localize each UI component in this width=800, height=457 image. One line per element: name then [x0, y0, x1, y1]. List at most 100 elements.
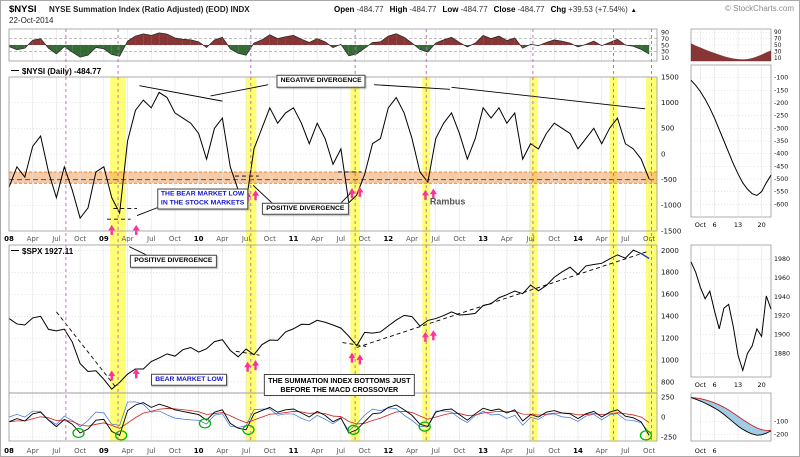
- negative-divergence-label: NEGATIVE DIVERGENCE: [276, 74, 366, 88]
- svg-text:1900: 1900: [774, 332, 790, 339]
- svg-text:Apr: Apr: [27, 235, 39, 243]
- svg-text:Jul: Jul: [146, 447, 156, 455]
- svg-text:Oct: Oct: [359, 447, 371, 455]
- svg-text:Oct: Oct: [359, 235, 371, 243]
- svg-text:Apr: Apr: [27, 447, 39, 455]
- trendline: [252, 184, 275, 206]
- svg-text:-100: -100: [774, 75, 788, 82]
- mini-nysi-line: [690, 79, 772, 197]
- svg-text:Jul: Jul: [241, 447, 251, 455]
- oscillator-fill: [88, 45, 96, 56]
- svg-text:1980: 1980: [774, 256, 790, 263]
- svg-text:90: 90: [774, 30, 782, 36]
- svg-text:Jul: Jul: [241, 235, 251, 243]
- svg-text:Jul: Jul: [336, 235, 346, 243]
- bottom-marker-arrow-icon: [252, 360, 260, 371]
- oscillator-fill: [451, 37, 460, 45]
- oscillator-fill: [285, 35, 294, 45]
- nysi-panel-label-text: $NYSI (Daily) -484.77: [22, 67, 102, 76]
- svg-text:Apr: Apr: [311, 447, 323, 455]
- macd-crossover-circle: [115, 430, 128, 441]
- oscillator-line: [8, 32, 650, 58]
- oscillator-fill: [214, 37, 223, 45]
- svg-text:Apr: Apr: [501, 447, 513, 455]
- bottom-marker-arrow-icon: [421, 331, 429, 342]
- svg-text:Jul: Jul: [336, 447, 346, 455]
- orange-support-zone: [9, 171, 657, 184]
- oscillator-fill: [388, 33, 397, 45]
- trendline: [210, 84, 269, 97]
- macd-crossover-circle: [198, 418, 212, 429]
- mini-spx-line: [690, 261, 772, 373]
- svg-text:-250: -250: [661, 433, 677, 441]
- bottom-marker-arrow-icon: [356, 186, 364, 197]
- svg-text:0: 0: [661, 413, 665, 421]
- svg-text:-1000: -1000: [661, 202, 681, 210]
- bottom-marker-arrow-icon: [348, 352, 356, 363]
- svg-text:Apr: Apr: [596, 447, 608, 455]
- oscillator-fill: [419, 45, 428, 53]
- svg-text:Apr: Apr: [596, 235, 608, 243]
- svg-text:-300: -300: [774, 125, 788, 132]
- spx-panel-label-text: $SPX 1927.11: [22, 247, 74, 256]
- legend-line-icon: [11, 70, 19, 72]
- positive-divergence-label-1: POSITIVE DIVERGENCE: [262, 202, 349, 216]
- trendline: [139, 85, 223, 102]
- macd-crossover-circle: [639, 430, 653, 441]
- quote-close-label: Close: [493, 5, 516, 14]
- macd-crossover-circle: [418, 421, 431, 432]
- svg-text:Apr: Apr: [406, 447, 418, 455]
- svg-text:20: 20: [757, 381, 765, 389]
- bottom-marker-arrow-icon: [244, 361, 252, 372]
- svg-text:Oct: Oct: [74, 235, 86, 243]
- svg-text:-500: -500: [661, 176, 677, 184]
- svg-text:Jul: Jul: [431, 235, 441, 243]
- oscillator-fill: [9, 45, 17, 50]
- oscillator-fill: [32, 38, 41, 45]
- oscillator-fill: [498, 36, 507, 45]
- oscillator-fill: [80, 45, 89, 58]
- svg-text:1200: 1200: [661, 334, 679, 342]
- bottom-marker-arrow-icon: [108, 224, 116, 235]
- oscillator-fill: [404, 37, 413, 45]
- spx-line: [8, 249, 650, 390]
- svg-text:Oct: Oct: [453, 235, 465, 243]
- bottom-marker-arrow-icon: [108, 370, 116, 381]
- svg-text:1960: 1960: [774, 275, 790, 282]
- svg-text:6: 6: [712, 381, 716, 389]
- svg-text:20: 20: [757, 221, 765, 229]
- chart-date: 22-Oct-2014: [9, 16, 54, 25]
- chart-symbol: $NYSI: [9, 4, 37, 15]
- positive-divergence-label-2: POSITIVE DIVERGENCE: [130, 255, 217, 268]
- quote-high-value: -484.77: [409, 5, 437, 14]
- macd-crossover-circle: [72, 427, 85, 439]
- svg-text:1880: 1880: [774, 350, 790, 357]
- oscillator-fill: [277, 36, 286, 45]
- svg-text:Apr: Apr: [406, 235, 418, 243]
- trendline: [136, 205, 161, 217]
- bottom-marker-arrow-icon: [356, 354, 364, 365]
- svg-text:90: 90: [661, 30, 669, 37]
- svg-text:10: 10: [194, 235, 204, 243]
- svg-text:-200: -200: [774, 432, 788, 439]
- svg-text:Jul: Jul: [51, 447, 61, 455]
- bear-market-low-label: BEAR MARKET LOW: [151, 373, 228, 386]
- svg-text:13: 13: [734, 381, 742, 389]
- bottom-marker-arrow-icon: [429, 188, 437, 199]
- svg-text:6: 6: [712, 447, 716, 455]
- summation-macd-label: THE SUMMATION INDEX BOTTOMS JUST BEFORE T…: [264, 373, 415, 396]
- svg-text:Oct: Oct: [169, 235, 181, 243]
- quote-line: Open -484.77 High -484.77 Low -484.77 Close -48…: [328, 5, 637, 14]
- svg-text:08: 08: [4, 235, 14, 243]
- quote-close-value: -484.77: [517, 5, 545, 14]
- svg-text:-450: -450: [774, 163, 788, 170]
- svg-text:Oct: Oct: [264, 447, 276, 455]
- quote-high-label: High: [389, 5, 408, 14]
- legend-line-icon: [11, 250, 19, 252]
- svg-text:Jul: Jul: [51, 235, 61, 243]
- quote-chg-label: Chg: [550, 5, 567, 14]
- oscillator-fill: [443, 37, 452, 45]
- oscillator-fill: [48, 45, 57, 54]
- svg-text:Apr: Apr: [216, 235, 228, 243]
